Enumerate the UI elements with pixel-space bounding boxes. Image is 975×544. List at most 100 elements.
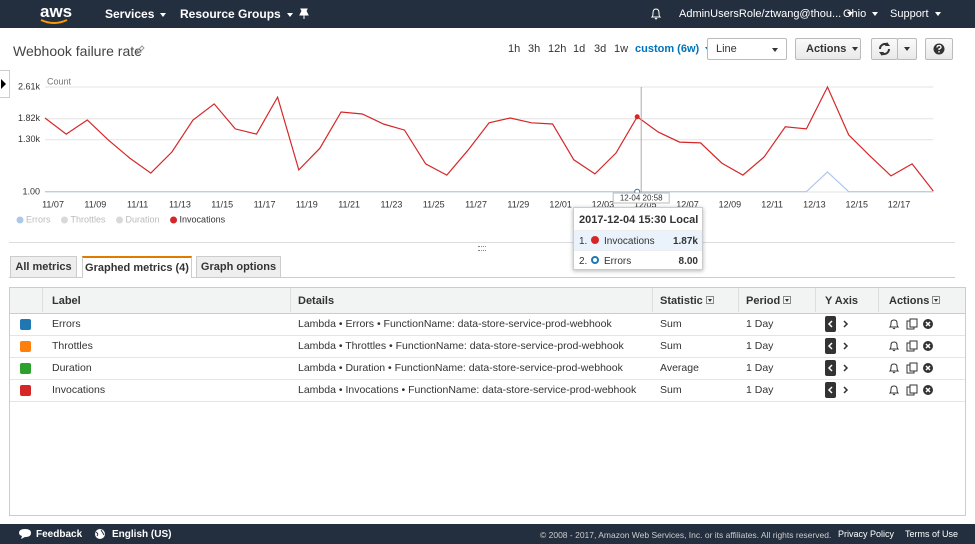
metric-statistic[interactable]: Sum — [660, 318, 682, 330]
crosshair-label: 12-04 20:58 — [620, 194, 663, 203]
custom-range[interactable]: custom (6w) — [635, 43, 712, 55]
terms-link[interactable]: Terms of Use — [905, 529, 959, 539]
crosshair-label-box — [612, 192, 670, 204]
help-button[interactable] — [925, 38, 953, 60]
language-menu[interactable]: English (US) — [112, 529, 172, 540]
x-tick-label: 12/03 — [592, 199, 615, 209]
privacy-link[interactable]: Privacy Policy — [838, 529, 895, 539]
region-label: Ohio — [843, 8, 867, 20]
view-label: Line — [716, 43, 737, 55]
color-swatch[interactable] — [20, 363, 31, 374]
time-range[interactable]: 1w — [614, 43, 629, 55]
feedback-link[interactable]: Feedback — [36, 529, 83, 540]
tab[interactable]: All metrics — [10, 256, 77, 277]
tab[interactable]: Graphed metrics (4) — [82, 256, 192, 278]
x-tick-label: 12/15 — [845, 199, 868, 209]
x-tick-label: 12/13 — [803, 199, 826, 209]
alarm-icon[interactable] — [888, 341, 900, 352]
custom-range-label: custom (6w) — [635, 43, 700, 55]
metric-statistic[interactable]: Sum — [660, 384, 682, 396]
help-icon — [933, 43, 945, 55]
metric-period[interactable]: 1 Day — [746, 340, 774, 352]
toggle-arrow — [1, 79, 6, 89]
legend-label[interactable]: Duration — [126, 214, 160, 224]
time-range[interactable]: 3h — [528, 43, 541, 55]
x-tick-label: 11/07 — [42, 199, 64, 209]
row-actions — [888, 362, 933, 374]
column-separator — [652, 288, 653, 312]
alarm-icon[interactable] — [888, 385, 900, 396]
metric-period[interactable]: 1 Day — [746, 362, 774, 374]
refresh-options[interactable] — [897, 38, 917, 60]
y-tick-label: 2.61k — [18, 81, 41, 91]
tooltip: 2017-12-04 15:30 Local 1. Invocations 1.87… — [573, 207, 703, 270]
tooltip-row: 2. Errors 8.00 — [574, 250, 702, 271]
y-axis-switch[interactable] — [825, 338, 855, 354]
legend-label[interactable]: Throttles — [71, 214, 107, 224]
services-menu[interactable]: Services — [105, 7, 167, 21]
support-menu[interactable]: Support — [890, 8, 941, 20]
time-range[interactable]: 1h — [508, 43, 521, 55]
y-axis-arrows — [825, 316, 849, 332]
y-tick-label: 1.00 — [22, 186, 40, 196]
account-menu[interactable]: AdminUsersRole/ztwang@thou... — [679, 8, 854, 20]
tooltip-index: 1. — [579, 236, 588, 247]
time-range[interactable]: 1d — [573, 43, 586, 55]
y-axis-switch[interactable] — [825, 316, 855, 332]
y-axis-switch[interactable] — [825, 382, 855, 398]
metric-period[interactable]: 1 Day — [746, 318, 774, 330]
legend-swatch — [61, 216, 68, 224]
resource-groups-menu[interactable]: Resource Groups — [180, 7, 293, 21]
sidebar-toggle[interactable] — [0, 70, 10, 98]
sort-toggle[interactable] — [783, 296, 792, 305]
graph-title[interactable]: Webhook failure rate — [13, 43, 142, 59]
metric-period[interactable]: 1 Day — [746, 384, 774, 396]
edit-icon[interactable] — [135, 45, 145, 55]
tab[interactable]: Graph options — [196, 256, 281, 277]
color-swatch[interactable] — [20, 341, 31, 352]
row-actions-cell — [887, 383, 947, 400]
metric-details: Lambda • Duration • FunctionName: data-s… — [298, 362, 623, 374]
alarm-icon[interactable] — [888, 363, 900, 374]
globe-icon — [95, 529, 105, 539]
x-tick-label: 11/19 — [296, 199, 318, 209]
color-swatch[interactable] — [20, 385, 31, 396]
legend-label[interactable]: Errors — [26, 214, 51, 224]
refresh-button[interactable] — [871, 38, 898, 60]
metric-details: Lambda • Errors • FunctionName: data-sto… — [298, 318, 612, 330]
color-swatch[interactable] — [20, 319, 31, 330]
x-tick-label: 11/13 — [169, 199, 191, 209]
metric-label: Invocations — [52, 384, 106, 396]
column-title: Actions — [889, 295, 930, 307]
column-header: Details — [298, 295, 334, 307]
row-actions-cell — [887, 339, 947, 356]
divider — [9, 242, 955, 243]
resize-handle[interactable] — [478, 246, 486, 251]
alarm-icon[interactable] — [888, 319, 900, 330]
metric-statistic[interactable]: Sum — [660, 340, 682, 352]
column-separator — [738, 288, 739, 312]
x-tick-label: 11/23 — [381, 199, 403, 209]
x-tick-label: 12/09 — [719, 199, 742, 209]
pin-icon[interactable] — [298, 8, 310, 20]
aws-logo[interactable]: aws — [40, 2, 73, 21]
sort-toggle[interactable] — [932, 296, 941, 305]
sort-toggle[interactable] — [705, 296, 714, 305]
legend-label[interactable]: Invocations — [180, 214, 226, 224]
metric-statistic[interactable]: Average — [660, 362, 699, 374]
time-range[interactable]: 12h — [548, 43, 567, 55]
logo-smile — [40, 19, 68, 24]
tooltip-marker — [591, 236, 599, 244]
region-menu[interactable]: Ohio — [843, 8, 879, 20]
y-axis-switch[interactable] — [825, 360, 855, 376]
time-range[interactable]: 3d — [594, 43, 607, 55]
actions-button[interactable]: Actions — [795, 38, 861, 60]
tooltip-value: 1.87k — [672, 236, 698, 247]
view-select[interactable]: Line — [707, 38, 787, 60]
metric-label: Duration — [52, 362, 92, 374]
column-header: Statistic — [660, 295, 714, 307]
row-actions — [888, 318, 933, 330]
x-tick-label: 11/27 — [465, 199, 487, 209]
bell-icon[interactable] — [649, 7, 663, 21]
tooltip-value: 8.00 — [678, 256, 698, 267]
